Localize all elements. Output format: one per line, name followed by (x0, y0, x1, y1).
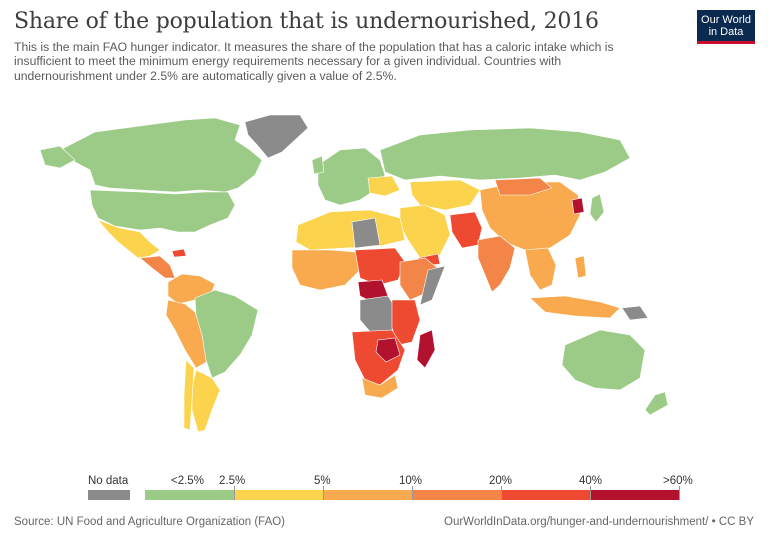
legend-swatch-5 (590, 490, 679, 500)
legend-swatch-3 (412, 490, 501, 500)
region-somalia[interactable] (419, 265, 446, 306)
chart-subtitle: This is the main FAO hunger indicator. I… (14, 40, 614, 83)
region-chile[interactable] (183, 359, 195, 431)
region-brazil[interactable] (194, 289, 259, 379)
region-japan[interactable] (589, 193, 605, 223)
region-china[interactable] (479, 181, 581, 251)
region-afghanistan-pakistan[interactable] (449, 211, 483, 249)
region-central-america[interactable] (139, 255, 176, 279)
region-southern-africa[interactable] (351, 329, 406, 386)
region-russia[interactable] (379, 127, 631, 181)
legend-label-5: 40% (579, 475, 603, 487)
region-europe[interactable] (317, 147, 386, 206)
region-north-africa[interactable] (295, 209, 406, 251)
region-north-korea[interactable] (571, 197, 585, 215)
region-papua[interactable] (621, 305, 649, 321)
region-canada[interactable] (59, 117, 263, 193)
legend-label-3: 10% (399, 475, 423, 487)
region-philippines[interactable] (574, 255, 587, 279)
owid-logo[interactable]: Our World in Data (697, 10, 755, 44)
legend-tick-4 (501, 486, 502, 500)
legend-label-6: >60% (663, 475, 693, 487)
legend-swatch-4 (501, 490, 590, 500)
region-india[interactable] (477, 235, 516, 293)
region-middle-east[interactable] (399, 204, 451, 259)
legend-label-1: 2.5% (219, 475, 246, 487)
legend-swatch-2 (323, 490, 412, 500)
legend-nodata-swatch (88, 490, 130, 500)
source-note: Source: UN Food and Agriculture Organiza… (14, 516, 286, 528)
region-mongolia[interactable] (494, 177, 553, 196)
region-libya[interactable] (351, 217, 381, 249)
logo-line-2: in Data (708, 26, 744, 38)
legend-swatch-0 (145, 490, 234, 500)
region-zambia-zimbabwe[interactable] (375, 337, 401, 363)
legend-label-2: 5% (314, 475, 331, 487)
region-eastern-europe[interactable] (367, 175, 401, 197)
logo-accent-bar (697, 41, 755, 44)
region-uk[interactable] (311, 155, 325, 175)
legend-nodata-label: No data (88, 475, 129, 487)
legend-tick-6 (679, 486, 680, 500)
world-map[interactable] (0, 100, 768, 445)
legend-label-0: <2.5% (171, 475, 204, 487)
legend-tick-1 (234, 486, 235, 500)
region-south-africa[interactable] (361, 374, 399, 399)
region-mexico[interactable] (97, 219, 161, 259)
region-southeast-asia[interactable] (524, 247, 557, 291)
logo-line-1: Our World (701, 14, 751, 26)
region-madagascar[interactable] (416, 329, 436, 369)
region-peru-bolivia[interactable] (165, 299, 211, 369)
region-kazakhstan-central-asia[interactable] (409, 179, 481, 211)
source-link[interactable]: OurWorldInData.org/hunger-and-undernouri… (444, 516, 754, 528)
legend-tick-5 (590, 486, 591, 500)
region-alaska[interactable] (39, 145, 76, 169)
region-new-zealand[interactable] (644, 391, 669, 416)
region-west-africa[interactable] (291, 249, 361, 291)
region-argentina[interactable] (191, 369, 221, 433)
region-australia[interactable] (561, 329, 646, 391)
legend-swatch-1 (234, 490, 323, 500)
legend-tick-3 (412, 486, 413, 500)
chart-title: Share of the population that is undernou… (14, 9, 599, 34)
legend-tick-2 (323, 486, 324, 500)
region-indonesia[interactable] (529, 295, 621, 319)
region-east-africa[interactable] (391, 299, 421, 346)
region-usa[interactable] (89, 189, 236, 233)
region-sahel[interactable] (354, 247, 406, 286)
region-greenland[interactable] (244, 114, 309, 159)
region-haiti[interactable] (171, 248, 187, 258)
legend-label-4: 20% (489, 475, 513, 487)
